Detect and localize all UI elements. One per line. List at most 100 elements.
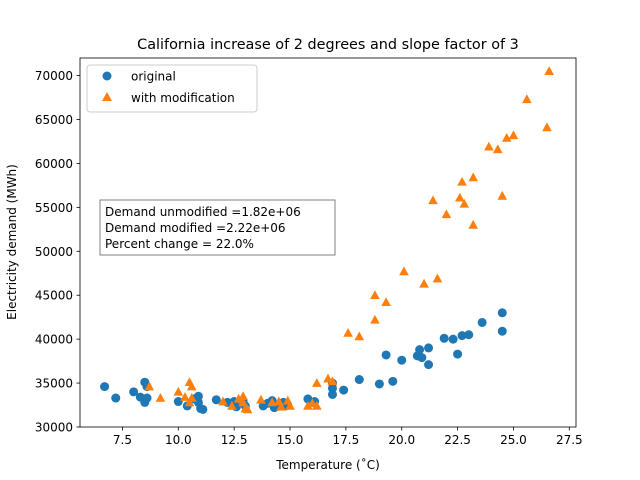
- data-point-original: [100, 382, 110, 392]
- data-point-with-modification: [419, 278, 429, 288]
- data-point-with-modification: [544, 66, 554, 75]
- x-tick-label: 12.5: [221, 433, 248, 447]
- x-tick-label: 10.0: [165, 433, 192, 447]
- data-point-with-modification: [180, 392, 190, 401]
- y-tick-label: 60000: [35, 157, 73, 171]
- x-axis: 7.5 10.0 12.5 15.0 17.5 20.0 22.5 25.0 27.5: [113, 427, 583, 447]
- data-point-original: [193, 391, 203, 401]
- data-point-with-modification: [227, 400, 237, 410]
- data-point-with-modification: [501, 132, 512, 142]
- annotation-frame: [99, 199, 336, 256]
- x-tick-label: 22.5: [444, 433, 471, 447]
- data-point-with-modification: [256, 394, 266, 404]
- data-point-with-modification: [432, 273, 443, 283]
- data-point-original: [424, 360, 434, 370]
- data-point-original: [354, 375, 364, 385]
- legend-label-original: original: [131, 70, 176, 84]
- annotation-line-1: Demand unmodified =1.82e+06: [105, 205, 301, 219]
- data-point-original: [448, 334, 458, 344]
- data-point-original: [173, 397, 183, 407]
- data-point-original: [424, 343, 434, 353]
- data-point-with-modification: [233, 393, 244, 403]
- data-point-original: [464, 330, 474, 340]
- legend-label-with-modification: with modification: [131, 91, 235, 105]
- data-point-original: [198, 404, 208, 414]
- data-point-with-modification: [484, 141, 494, 151]
- data-point-with-modification: [497, 190, 508, 200]
- data-point-with-modification: [508, 130, 519, 140]
- data-point-original: [327, 383, 337, 393]
- data-point-with-modification: [303, 400, 313, 410]
- x-tick-label: 7.5: [113, 433, 132, 447]
- data-point-with-modification: [343, 327, 353, 337]
- data-point-with-modification: [399, 266, 409, 276]
- data-point-original: [415, 345, 425, 355]
- data-point-with-modification: [285, 400, 295, 410]
- data-point-with-modification: [455, 192, 465, 202]
- x-tick-label: 27.5: [556, 433, 583, 447]
- data-point-original: [339, 385, 349, 395]
- data-point-with-modification: [457, 176, 467, 186]
- data-point-with-modification: [327, 376, 338, 386]
- plot-frame: [79, 57, 577, 428]
- y-tick-label: 35000: [35, 377, 73, 391]
- data-point-original: [211, 395, 221, 405]
- data-point-with-modification: [276, 401, 286, 411]
- y-tick-label: 50000: [35, 245, 73, 259]
- data-point-with-modification: [155, 393, 166, 402]
- data-point-with-modification: [542, 122, 552, 132]
- data-point-with-modification: [218, 396, 228, 406]
- data-point-original: [453, 349, 463, 359]
- data-point-with-modification: [370, 290, 380, 300]
- annotation-box: Demand unmodified =1.82e+06 Demand modif…: [99, 199, 336, 256]
- data-point-with-modification: [238, 391, 248, 401]
- x-tick-label: 17.5: [333, 433, 360, 447]
- chart-title: California increase of 2 degrees and slo…: [137, 37, 519, 53]
- data-point-original: [142, 393, 152, 403]
- y-tick-label: 70000: [35, 69, 73, 83]
- data-point-with-modification: [493, 144, 503, 154]
- x-tick-label: 25.0: [500, 433, 527, 447]
- x-tick-label: 15.0: [277, 433, 304, 447]
- data-point-original: [497, 308, 507, 318]
- data-point-with-modification: [186, 381, 197, 391]
- data-point-with-modification: [267, 397, 277, 407]
- data-point-original: [129, 387, 139, 397]
- data-point-original: [497, 326, 507, 336]
- y-tick-label: 55000: [35, 201, 73, 215]
- y-tick-label: 65000: [35, 113, 73, 127]
- data-point-original: [477, 317, 487, 327]
- data-point-with-modification: [354, 331, 365, 341]
- plot-marks: [100, 66, 554, 414]
- data-point-original: [417, 353, 427, 363]
- data-point-with-modification: [242, 404, 253, 414]
- y-axis-label: Electricity demand (MWh): [5, 164, 19, 320]
- data-point-with-modification: [173, 386, 184, 396]
- data-point-with-modification: [459, 198, 470, 208]
- data-point-original: [374, 379, 384, 389]
- data-point-original: [381, 350, 391, 360]
- data-point-original: [397, 355, 407, 365]
- data-point-with-modification: [522, 94, 532, 104]
- legend-marker-original: [102, 71, 112, 81]
- x-axis-label: Temperature (˚C): [275, 457, 380, 472]
- data-point-with-modification: [370, 314, 380, 324]
- annotation-line-2: Demand modified =2.22e+06: [105, 221, 286, 235]
- y-tick-label: 45000: [35, 289, 73, 303]
- data-point-with-modification: [468, 219, 479, 229]
- y-tick-label: 30000: [35, 421, 73, 435]
- data-point-with-modification: [312, 378, 322, 387]
- data-point-with-modification: [428, 195, 438, 205]
- data-point-original: [111, 393, 121, 403]
- annotation-line-3: Percent change = 22.0%: [105, 237, 254, 251]
- data-point-with-modification: [144, 381, 155, 391]
- legend: original with modification: [86, 64, 258, 113]
- y-tick-label: 40000: [35, 333, 73, 347]
- legend-marker-with-modification: [102, 92, 112, 101]
- x-tick-label: 20.0: [388, 433, 415, 447]
- data-point-original: [457, 331, 467, 341]
- data-point-original: [388, 376, 398, 386]
- data-point-with-modification: [381, 297, 391, 307]
- data-point-with-modification: [468, 172, 479, 182]
